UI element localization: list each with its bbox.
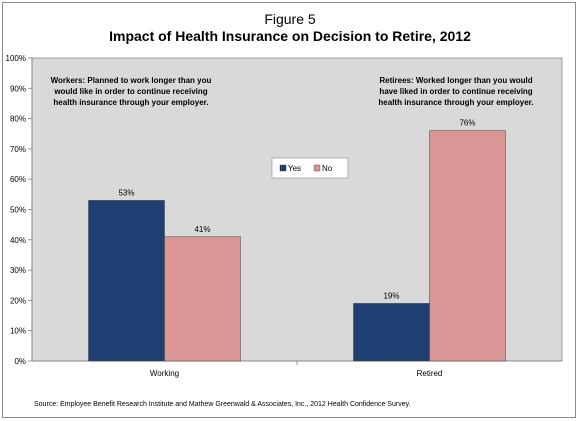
data-label: 19% (383, 291, 399, 300)
bar-yes-working (88, 200, 165, 362)
annotation-text: Workers: Planned to work longer than you (51, 76, 212, 85)
data-label: 41% (194, 225, 210, 234)
bar-yes-retired (353, 303, 430, 362)
y-tick-label: 90% (10, 84, 26, 93)
y-tick-label: 60% (10, 175, 26, 184)
data-label: 53% (118, 188, 134, 197)
y-tick-label: 70% (10, 145, 26, 154)
y-tick-label: 30% (10, 266, 26, 275)
annotation-text: have liked in order to continue receivin… (379, 87, 532, 96)
legend-label-yes: Yes (288, 164, 301, 173)
bar-no-working (164, 236, 241, 362)
chart-title: Impact of Health Insurance on Decision t… (109, 28, 471, 44)
source-note: Source: Employee Benefit Research Instit… (34, 401, 411, 408)
annotation-text: health insurance through your employer. (53, 98, 208, 107)
annotation-text: Retirees: Worked longer than you would (379, 76, 532, 85)
y-tick-label: 100% (6, 54, 26, 63)
y-tick-label: 80% (10, 115, 26, 124)
y-tick-label: 40% (10, 236, 26, 245)
x-category-label: Retired (417, 369, 443, 378)
annotation-text: would like in order to continue receivin… (53, 87, 207, 96)
y-tick-label: 10% (10, 327, 26, 336)
data-label: 76% (459, 119, 475, 128)
bar-no-retired (429, 130, 506, 362)
legend-label-no: No (322, 164, 333, 173)
figure-label: Figure 5 (264, 11, 316, 27)
annotation-text: health insurance through your employer. (378, 98, 533, 107)
y-tick-label: 0% (14, 357, 26, 366)
legend-swatch-no (313, 164, 321, 172)
y-tick-label: 50% (10, 206, 26, 215)
legend-swatch-yes (279, 164, 287, 172)
legend-box (271, 157, 349, 179)
x-category-label: Working (150, 369, 179, 378)
y-tick-label: 20% (10, 296, 26, 305)
